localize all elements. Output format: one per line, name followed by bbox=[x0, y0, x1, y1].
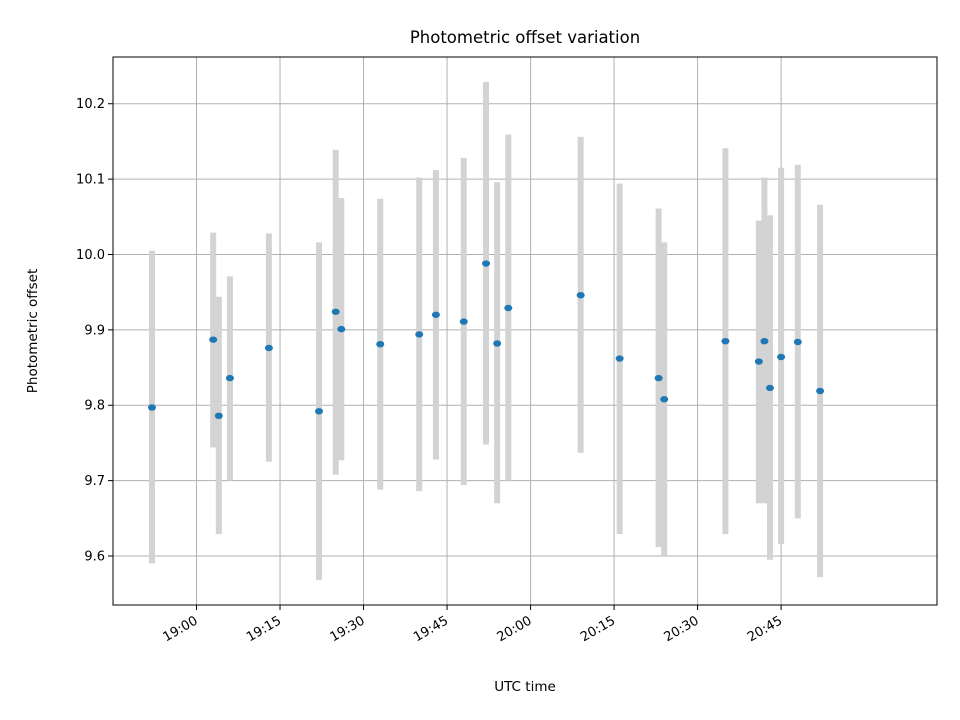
data-point bbox=[576, 291, 585, 299]
data-point bbox=[660, 396, 669, 403]
x-tick-label: 19:30 bbox=[328, 613, 368, 645]
data-point bbox=[331, 308, 340, 315]
data-point bbox=[721, 337, 730, 345]
error-bars bbox=[148, 81, 824, 581]
x-tick-label: 20:30 bbox=[662, 613, 702, 645]
data-point bbox=[315, 408, 323, 415]
data-point bbox=[415, 331, 424, 338]
x-tick-label: 19:15 bbox=[244, 613, 284, 645]
y-tick-label: 9.8 bbox=[84, 399, 105, 414]
y-tick-label: 10.2 bbox=[76, 97, 105, 112]
grid bbox=[113, 57, 937, 605]
x-tick-label: 20:00 bbox=[495, 613, 535, 645]
data-point bbox=[654, 374, 663, 382]
x-tick-label: 20:45 bbox=[745, 613, 785, 645]
data-point bbox=[376, 340, 385, 348]
x-tick-label: 20:15 bbox=[578, 613, 618, 645]
x-tick-label: 19:00 bbox=[161, 613, 201, 645]
data-point bbox=[765, 384, 774, 392]
y-tick-label: 9.7 bbox=[84, 474, 105, 489]
data-point bbox=[209, 336, 218, 343]
y-tick-label: 10.1 bbox=[76, 173, 105, 188]
y-axis-ticks: 9.6 9.7 9.8 9.9 10.0 10.1 10.2 bbox=[76, 97, 113, 565]
data-points bbox=[147, 260, 825, 420]
data-point bbox=[337, 325, 346, 333]
data-point bbox=[754, 358, 763, 365]
data-point bbox=[615, 355, 624, 362]
x-tick-label: 19:45 bbox=[411, 613, 451, 645]
x-axis-label: UTC time bbox=[494, 679, 556, 695]
data-point bbox=[760, 337, 769, 345]
data-point bbox=[459, 318, 468, 325]
y-axis-label: Photometric offset bbox=[25, 269, 41, 393]
data-point bbox=[816, 387, 825, 395]
data-point bbox=[225, 374, 234, 382]
data-point bbox=[147, 404, 156, 411]
chart-title: Photometric offset variation bbox=[410, 28, 640, 47]
y-tick-label: 9.6 bbox=[84, 550, 105, 565]
y-tick-label: 9.9 bbox=[84, 323, 105, 338]
x-axis-ticks: 19:00 19:15 19:30 19:45 20:00 20:15 20:30 20:45 bbox=[161, 605, 785, 645]
data-point bbox=[482, 260, 491, 267]
data-point bbox=[777, 353, 786, 361]
data-point bbox=[504, 304, 513, 312]
data-point bbox=[793, 338, 802, 346]
plot-frame bbox=[112, 56, 938, 606]
y-tick-label: 10.0 bbox=[76, 248, 105, 263]
data-point bbox=[214, 412, 223, 420]
data-point bbox=[431, 311, 440, 318]
data-point bbox=[493, 340, 502, 347]
data-point bbox=[264, 344, 273, 352]
